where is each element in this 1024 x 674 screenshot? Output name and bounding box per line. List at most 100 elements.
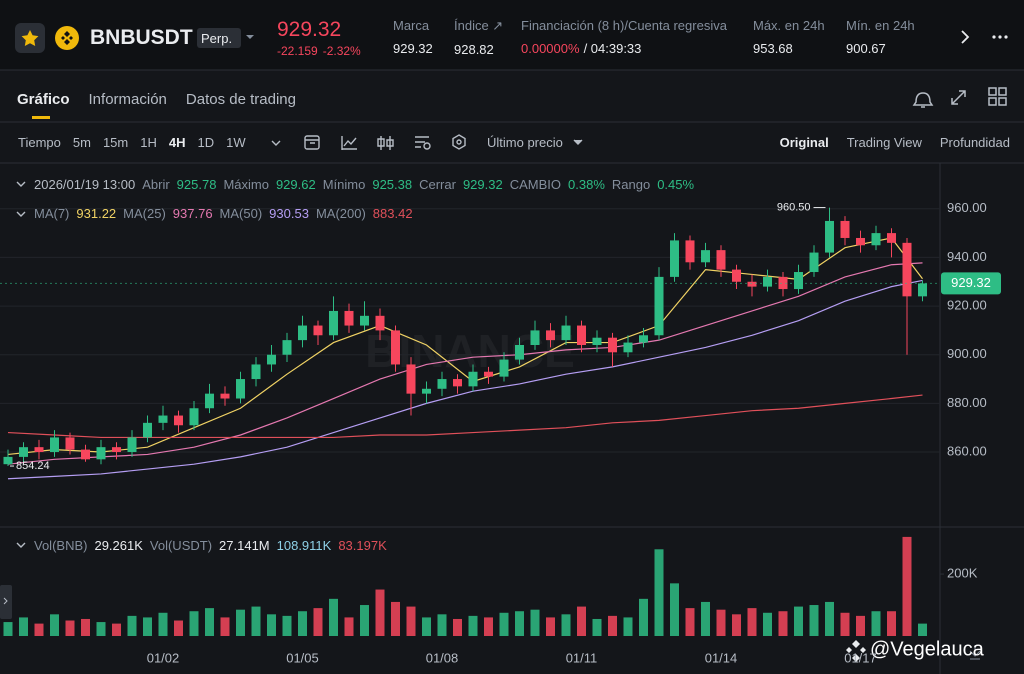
- stat: Índice ↗ 928.82: [454, 18, 503, 57]
- legend-value: 883.42: [372, 206, 413, 221]
- candle-body: [34, 447, 44, 453]
- info-label: Máximo: [223, 177, 269, 192]
- caret[interactable]: [246, 35, 254, 39]
- download-icon[interactable]: [969, 645, 981, 660]
- interval[interactable]: 1H: [140, 135, 157, 150]
- intervals: Tiempo 5m 15m 1H 4H 1D 1W: [18, 135, 246, 150]
- volume-bar: [468, 615, 478, 636]
- candle-body: [732, 269, 741, 282]
- tab[interactable]: Información: [88, 91, 167, 108]
- candle-body: [468, 371, 478, 387]
- view-option[interactable]: Profundidad: [939, 135, 1010, 150]
- timestamp: 2026/01/19 13:00: [34, 177, 136, 192]
- stat: Financiación (8 h)/Cuenta regresiva 0.000…: [521, 18, 727, 56]
- info-value: 0.45%: [657, 177, 695, 192]
- legend-name: MA(7): [34, 206, 70, 221]
- candle-body: [763, 276, 772, 287]
- more-stats-arrow[interactable]: [961, 30, 970, 44]
- stat-value: 0.00000%: [521, 41, 580, 56]
- interval[interactable]: 1W: [226, 135, 246, 150]
- candle-body: [840, 220, 850, 238]
- candle-body: [189, 408, 199, 426]
- candle-body: [360, 315, 369, 326]
- candle-body: [577, 325, 586, 345]
- candle-body: [685, 240, 695, 263]
- x-tick-label: 01/08: [426, 650, 459, 665]
- volume-legend-item: 29.261K: [94, 538, 143, 553]
- change: -22.159: [277, 44, 318, 58]
- candle-body: [205, 393, 214, 409]
- bnb-logo: [55, 26, 79, 50]
- price-change: -22.159 -2.32%: [277, 44, 361, 58]
- interval[interactable]: 4H: [168, 135, 186, 150]
- volume-bar: [3, 622, 13, 636]
- view-option[interactable]: Trading View: [846, 135, 922, 150]
- candle-body: [887, 233, 896, 243]
- stat: Máx. en 24h 953.68: [753, 18, 825, 56]
- stat-value-row: 953.68: [753, 41, 825, 56]
- candle-body: [546, 330, 555, 341]
- volume-bar: [561, 614, 571, 636]
- volume-bar: [654, 549, 664, 636]
- candle-body: [437, 379, 447, 389]
- info-label: Abrir: [142, 177, 170, 192]
- candle-body: [918, 283, 927, 297]
- volume-bar: [112, 623, 121, 636]
- toolbar-icons[interactable]: [16, 134, 583, 548]
- star-icon: [21, 30, 39, 46]
- y-tick-label: 900.00: [947, 346, 987, 361]
- ma-legend: MA(7) 931.22 MA(25) 937.76 MA(50) 930.53 MA(20…: [34, 206, 413, 221]
- menu-dots[interactable]: [992, 35, 1008, 39]
- stat: Mín. en 24h 900.67: [846, 18, 915, 56]
- legend-value: 930.53: [269, 206, 309, 221]
- panel-toggle-arrow: [3, 597, 8, 605]
- volume-bar: [406, 606, 416, 636]
- candle-body: [639, 335, 648, 343]
- tab[interactable]: Datos de trading: [185, 91, 296, 108]
- candle-body: [143, 422, 152, 438]
- candle-body: [670, 240, 679, 277]
- volume-bar: [189, 611, 199, 636]
- volume-bar: [763, 612, 772, 636]
- x-tick-label: 01/14: [705, 650, 738, 665]
- view-option[interactable]: Original: [779, 135, 829, 150]
- stat-value: 929.32: [393, 41, 433, 56]
- y-tick-label: 940.00: [947, 249, 987, 264]
- candle-body: [871, 233, 881, 246]
- price-type[interactable]: Último precio: [487, 135, 563, 150]
- tabs: Gráfico Información Datos de trading: [17, 91, 296, 108]
- info-value: 929.62: [275, 177, 316, 192]
- x-tick-label: 01/17: [844, 650, 877, 665]
- low-marker-label: 854.24: [16, 460, 50, 472]
- stat-label: Máx. en 24h: [753, 18, 825, 33]
- tab[interactable]: Gráfico: [17, 91, 70, 108]
- volume-bar: [360, 605, 369, 636]
- x-tick-label: 01/05: [286, 650, 319, 665]
- legend-name: MA(200): [315, 206, 366, 221]
- candle-body: [375, 315, 385, 331]
- volume-bar: [592, 618, 602, 636]
- candle-body: [65, 437, 75, 450]
- interval[interactable]: 5m: [72, 135, 91, 150]
- candle-body: [406, 364, 416, 394]
- candle-body: [391, 330, 400, 365]
- interval[interactable]: 1D: [197, 135, 215, 150]
- volume-bar: [437, 614, 447, 636]
- panel-icons[interactable]: [912, 87, 1007, 108]
- stat-value-row: 929.32: [393, 41, 433, 56]
- volume-bar: [515, 611, 524, 636]
- last-price-label: 929.32: [951, 275, 991, 290]
- ma-line: [7, 394, 923, 439]
- volume-bar: [887, 611, 896, 636]
- volume-bar: [778, 611, 788, 636]
- interval[interactable]: 15m: [102, 135, 129, 150]
- stat-extra: / 04:39:33: [583, 41, 642, 56]
- stat-value-row: 928.82: [454, 42, 503, 57]
- candle-body: [81, 449, 90, 460]
- volume-legend-item: 27.141M: [219, 538, 270, 553]
- candle-body: [608, 337, 617, 353]
- legend-name: MA(25): [123, 206, 166, 221]
- candle-body: [236, 379, 245, 399]
